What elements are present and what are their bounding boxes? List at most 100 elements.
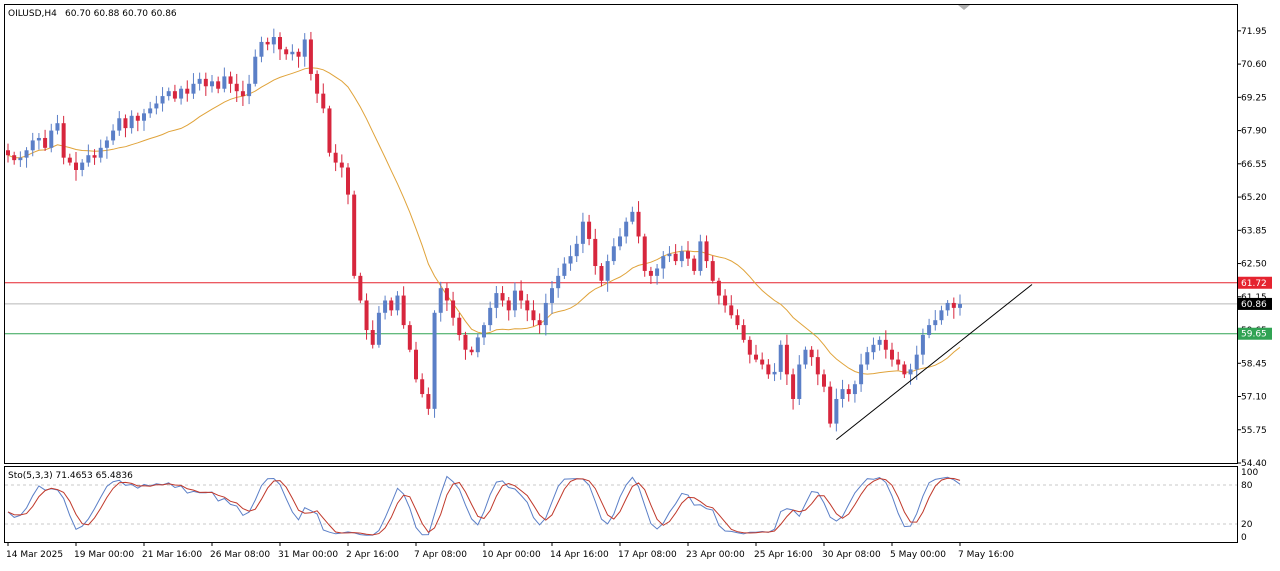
stoch-axis-label: 0 (1241, 533, 1247, 543)
candle-body (568, 256, 573, 264)
candle-body (216, 81, 221, 89)
stoch-label: Sto(5,3,3) 71.4653 65.4836 (8, 471, 133, 481)
candle-body (30, 140, 35, 151)
candle-body (383, 300, 388, 313)
candles-layer (6, 28, 962, 432)
stoch-axis-label: 100 (1241, 468, 1258, 478)
y-axis: 71.95 70.60 69.25 67.90 66.55 65.20 63.85 62.50… (1237, 27, 1267, 469)
y-tick-label: 62.50 (1241, 260, 1267, 270)
candle-body (376, 312, 381, 345)
price-tag-59.65 (1238, 327, 1272, 340)
price-tag-label: 59.65 (1241, 330, 1267, 340)
candle-body (494, 293, 499, 308)
candle-body (302, 39, 307, 57)
candle-body (611, 246, 616, 262)
candle-body (939, 310, 944, 321)
stoch-d-line (7, 477, 961, 536)
y-tick-label: 61.15 (1241, 293, 1267, 303)
candle-body (883, 339, 888, 350)
candle-body (135, 115, 140, 121)
candle-body (129, 115, 134, 129)
candle-body (407, 325, 412, 350)
candle-body (234, 83, 239, 92)
candle-body (815, 357, 820, 375)
candle-body (580, 221, 585, 244)
y-tick-label: 63.85 (1241, 226, 1267, 236)
candle-body (166, 91, 171, 97)
trend-layer[interactable] (836, 284, 1033, 440)
candle-body (865, 352, 870, 365)
candle-body (624, 221, 629, 237)
trendline (836, 284, 1033, 440)
candle-body (142, 113, 146, 121)
candle-body (321, 93, 326, 109)
candle-body (148, 108, 153, 114)
candle-body (370, 330, 375, 345)
main-pane-frame (4, 4, 1238, 464)
y-tick-label: 57.10 (1241, 393, 1267, 403)
candle-body (902, 364, 907, 375)
candle-body (278, 37, 282, 50)
x-tick-label: 23 Apr 00:00 (686, 550, 745, 560)
candle-body (927, 325, 932, 335)
candle-body (185, 88, 190, 94)
candle-body (698, 241, 703, 271)
candle-body (877, 339, 882, 345)
candle-body (49, 130, 54, 148)
candle-body (253, 56, 258, 84)
candle-body (679, 251, 684, 262)
candle-body (512, 290, 517, 311)
price-tag-60.86 (1238, 297, 1272, 310)
candle-body (228, 76, 233, 84)
candle-body (716, 280, 721, 296)
chart-header: OILUSD,H4 (8, 9, 57, 19)
y-tick-label: 58.45 (1241, 359, 1267, 369)
candle-body (636, 211, 641, 237)
candle-body (605, 261, 610, 281)
candle-body (852, 384, 857, 395)
candle-body (414, 349, 418, 380)
stoch-axis-label: 80 (1241, 481, 1253, 491)
candle-body (797, 364, 802, 399)
candle-body (834, 398, 839, 424)
candle-body (704, 241, 709, 262)
candle-body (630, 211, 635, 222)
candle-body (648, 270, 653, 276)
candle-body (945, 302, 950, 311)
y-tick-label: 54.40 (1241, 459, 1267, 469)
candle-body (920, 334, 925, 355)
candle-body (346, 167, 350, 195)
candle-body (741, 325, 746, 340)
candle-body (451, 300, 456, 318)
x-tick-label: 2 Apr 16:00 (346, 550, 399, 560)
candle-body (618, 236, 622, 247)
candle-body (735, 315, 740, 326)
x-tick-label: 14 Mar 2025 (6, 550, 63, 560)
candle-body (958, 303, 962, 308)
price-tag-label: 60.86 (1241, 300, 1267, 310)
candle-body (172, 91, 177, 99)
x-axis: 14 Mar 2025 19 Mar 00:00 21 Mar 16:00 26 Ma… (6, 542, 1014, 560)
x-tick-label: 5 May 00:00 (890, 550, 946, 560)
x-tick-label: 30 Apr 08:00 (822, 550, 881, 560)
y-tick-label: 65.20 (1241, 193, 1267, 203)
price-tag-label: 61.72 (1241, 279, 1267, 289)
candle-body (333, 152, 338, 163)
candle-body (822, 374, 826, 387)
price-tag-61.72 (1238, 276, 1272, 289)
candle-body (222, 76, 227, 89)
x-tick-label: 31 Mar 00:00 (278, 550, 338, 560)
y-tick-label: 69.25 (1241, 93, 1267, 103)
candle-body (896, 359, 901, 365)
candle-body (587, 221, 592, 239)
candle-body (543, 302, 548, 326)
candle-body (914, 354, 919, 370)
candle-body (364, 300, 369, 331)
candle-body (778, 344, 783, 372)
candle-body (290, 51, 295, 55)
candle-body (92, 155, 97, 158)
candle-body (315, 73, 320, 94)
scroll-marker-icon[interactable] (958, 5, 970, 10)
candle-body (463, 334, 468, 350)
candle-body (18, 157, 23, 161)
